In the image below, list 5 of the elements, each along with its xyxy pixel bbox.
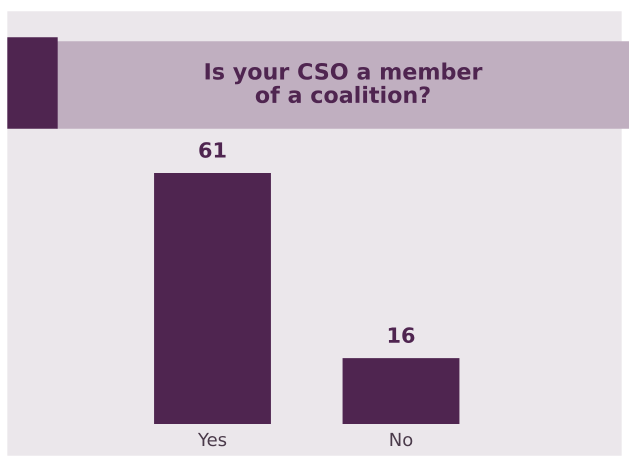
x-tick-label: Yes <box>198 432 226 446</box>
chart-title: Is your CSO a member of a coalition? <box>206 62 482 104</box>
x-tick-label: No <box>390 432 412 446</box>
data-label: 16 <box>388 327 414 344</box>
data-label: 61 <box>199 142 226 158</box>
